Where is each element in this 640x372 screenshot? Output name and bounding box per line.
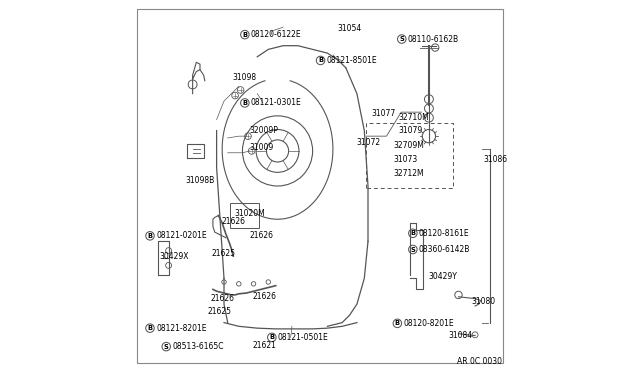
Text: 08120-6122E: 08120-6122E: [251, 30, 301, 39]
Text: 08360-6142B: 08360-6142B: [419, 245, 470, 254]
Text: 32709M: 32709M: [394, 141, 425, 150]
Text: 21626: 21626: [211, 294, 234, 303]
Text: B: B: [269, 334, 275, 340]
Circle shape: [222, 280, 226, 284]
Text: 31086: 31086: [483, 155, 508, 164]
Text: 08513-6165C: 08513-6165C: [172, 342, 224, 351]
Text: S: S: [164, 344, 168, 350]
Text: 31073: 31073: [394, 155, 418, 164]
Text: 08121-8501E: 08121-8501E: [326, 56, 377, 65]
Text: AR 0C 0030: AR 0C 0030: [456, 357, 502, 366]
Text: 08121-8201E: 08121-8201E: [156, 324, 207, 333]
Text: 30429Y: 30429Y: [429, 272, 458, 281]
Text: B: B: [243, 32, 248, 38]
Text: 31098: 31098: [232, 73, 256, 81]
Circle shape: [252, 282, 256, 286]
Text: B: B: [243, 100, 248, 106]
Text: 31077: 31077: [371, 109, 396, 118]
Text: B: B: [147, 233, 152, 239]
Text: 21625: 21625: [207, 307, 232, 316]
Text: 31084: 31084: [449, 331, 472, 340]
Text: 21626: 21626: [249, 231, 273, 240]
Text: 32009P: 32009P: [250, 126, 279, 135]
Text: 31054: 31054: [338, 24, 362, 33]
Text: 21626: 21626: [253, 292, 277, 301]
Text: 31009: 31009: [250, 143, 274, 152]
Text: 08110-6162B: 08110-6162B: [408, 35, 459, 44]
Text: 31098B: 31098B: [185, 176, 214, 185]
Text: 31020M: 31020M: [234, 209, 265, 218]
Text: 31079: 31079: [398, 126, 422, 135]
Text: S: S: [399, 36, 404, 42]
Text: S: S: [410, 247, 415, 253]
Text: 31080: 31080: [472, 297, 495, 306]
Text: 08121-0501E: 08121-0501E: [278, 333, 329, 342]
Text: B: B: [410, 230, 415, 236]
Text: B: B: [147, 325, 152, 331]
Circle shape: [266, 280, 271, 284]
Text: 08121-0301E: 08121-0301E: [251, 99, 301, 108]
Text: B: B: [318, 57, 323, 64]
Text: 08120-8161E: 08120-8161E: [419, 229, 470, 238]
Bar: [230, 203, 259, 228]
Text: 32710M: 32710M: [398, 113, 429, 122]
Text: 32712M: 32712M: [394, 169, 424, 177]
Text: B: B: [395, 320, 400, 326]
Text: 21625: 21625: [211, 249, 235, 258]
Text: 21626: 21626: [221, 217, 245, 225]
Text: 21621: 21621: [253, 341, 276, 350]
Circle shape: [237, 282, 241, 286]
Text: 30429X: 30429X: [159, 251, 189, 261]
Text: 08121-0201E: 08121-0201E: [156, 231, 207, 240]
Text: 31072: 31072: [356, 138, 380, 147]
Text: 08120-8201E: 08120-8201E: [403, 319, 454, 328]
